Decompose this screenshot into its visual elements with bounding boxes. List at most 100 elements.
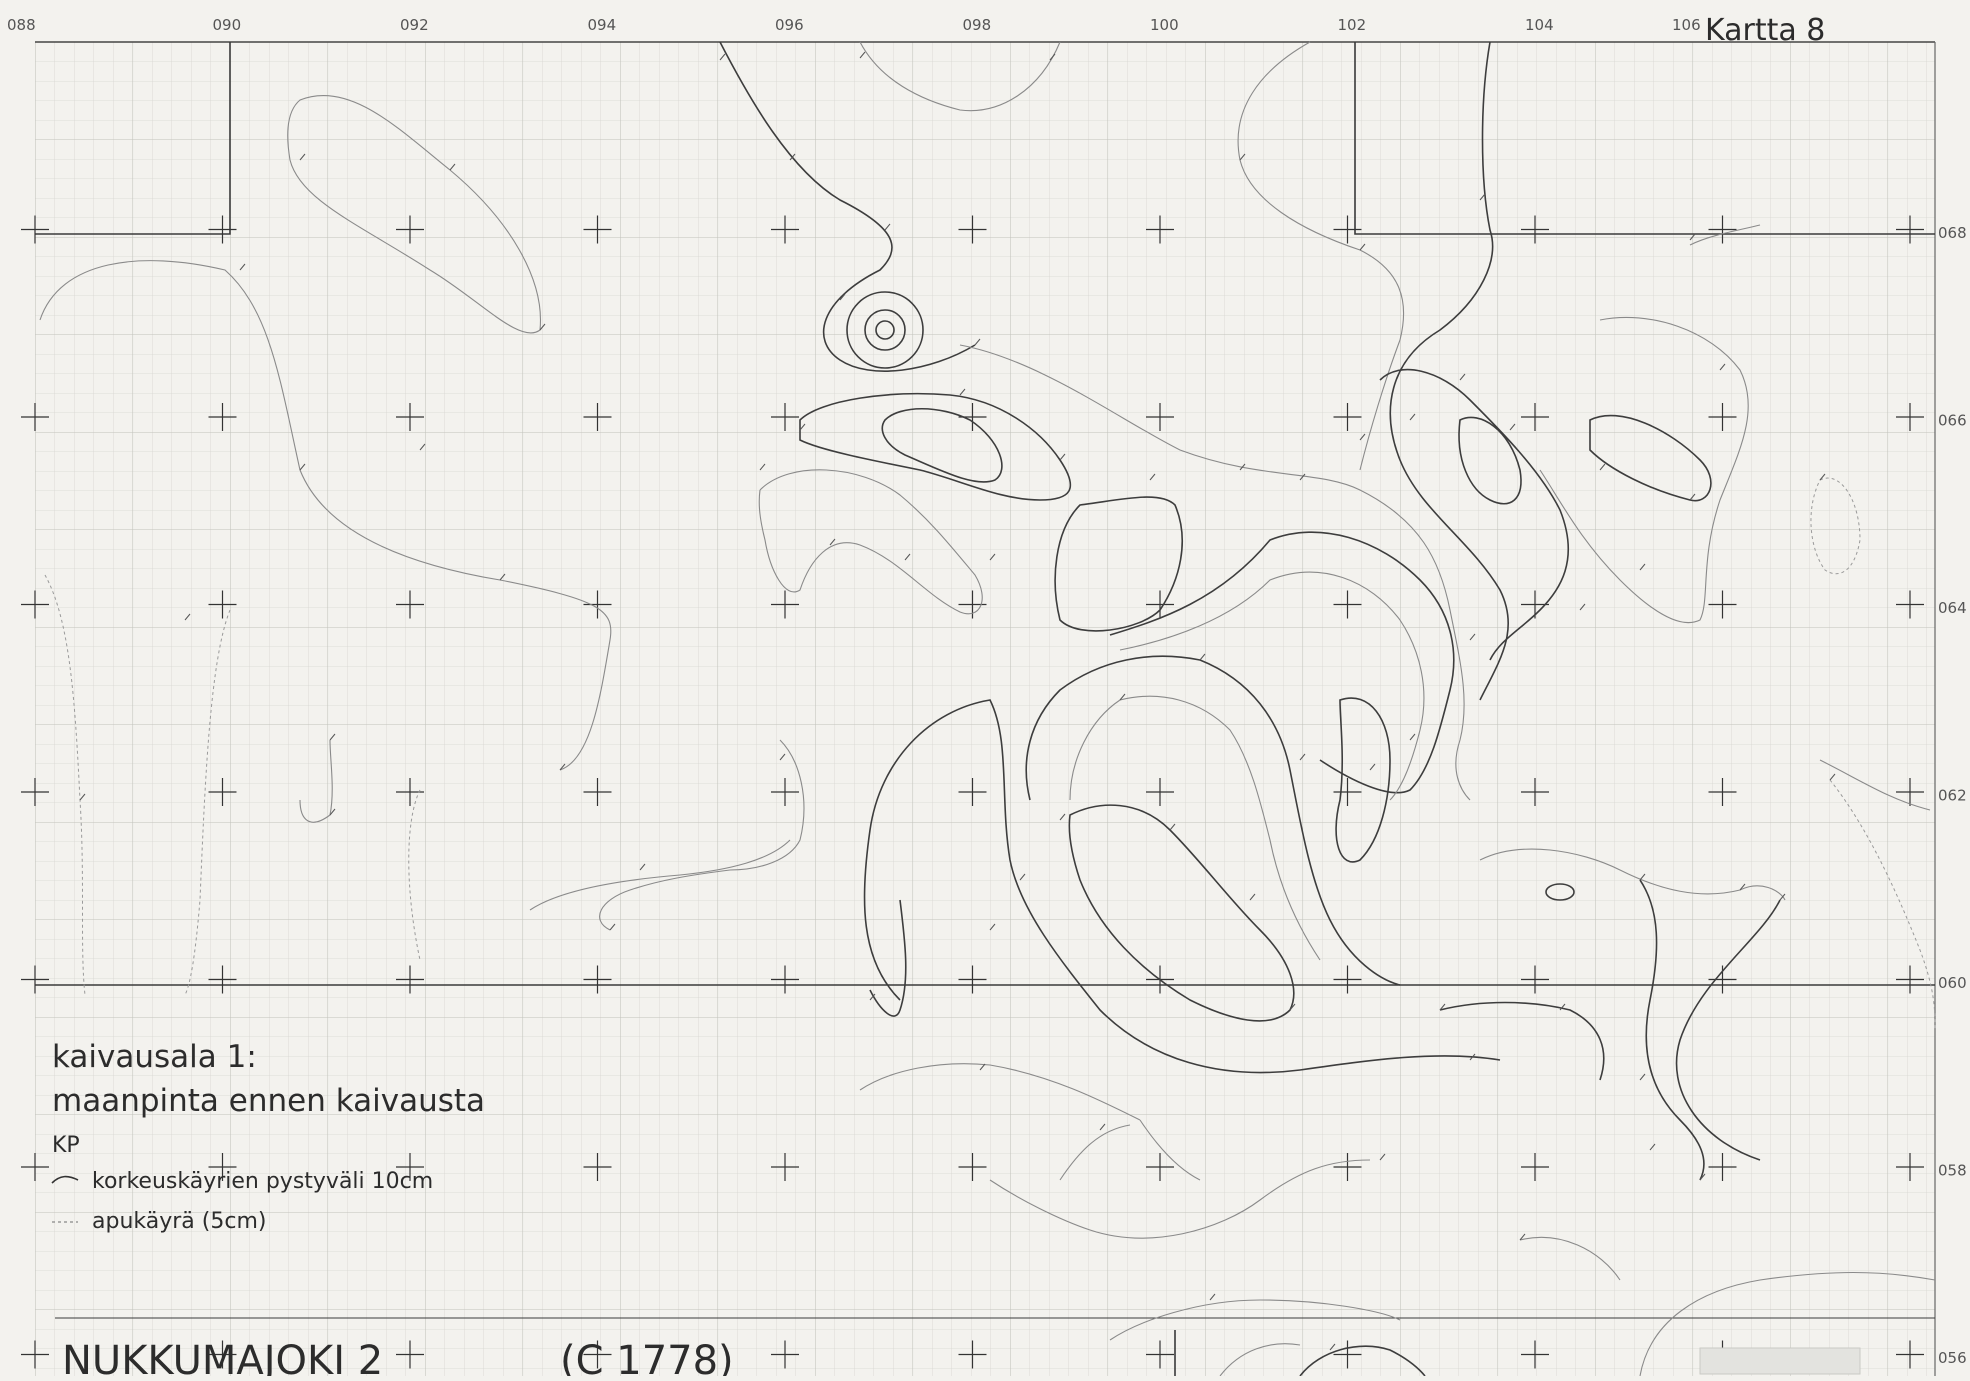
contour-tick [1099, 1123, 1106, 1131]
grid-cross [771, 403, 799, 431]
grid-cross [1146, 590, 1174, 619]
contour-tick [799, 423, 806, 431]
contour-tick [1649, 1143, 1656, 1151]
contour-tick [1639, 563, 1646, 571]
grid-cross [21, 215, 49, 244]
grid-cross [396, 215, 424, 244]
grid-cross [1521, 778, 1549, 806]
contour-tick [1289, 1003, 1296, 1011]
grid-cross [1333, 590, 1362, 619]
grid-cross [958, 1153, 987, 1181]
grid-cross [1521, 1153, 1549, 1181]
grid-cross [208, 403, 237, 431]
contour-tick [1639, 1073, 1646, 1081]
grid-cross [396, 403, 424, 431]
contour-tick [1199, 653, 1206, 661]
contour-tick [1509, 423, 1516, 431]
contour-tick [989, 553, 996, 561]
contour-tick [1169, 823, 1176, 831]
y-axis-label: 066 [1938, 412, 1967, 430]
contour-tick [1479, 193, 1486, 201]
contour-tick [1689, 233, 1696, 241]
contour-tick [1059, 453, 1066, 461]
x-axis-label: 090 [213, 16, 242, 34]
grid-cross [1333, 1153, 1362, 1181]
legend-subtitle: maanpinta ennen kaivausta [52, 1083, 485, 1119]
grid-cross [1333, 778, 1362, 806]
grid-cross [583, 403, 612, 431]
archive-stamp [1699, 1347, 1861, 1375]
contour-tick [1149, 473, 1156, 481]
contour-tick [539, 323, 546, 331]
contour-tick [239, 263, 246, 271]
contour-tick [1239, 463, 1246, 471]
y-axis-labels: 068 066 064 062 060 058 056 [1938, 224, 1967, 1367]
grid-cross [1146, 403, 1174, 431]
grid-cross [1708, 403, 1737, 431]
x-axis-label: 098 [963, 16, 992, 34]
grid-cross [1521, 1340, 1549, 1369]
grid-cross [583, 965, 612, 994]
grid-cross [396, 1340, 424, 1369]
legend-author: KP [52, 1133, 80, 1158]
contour-tick [1299, 753, 1306, 761]
contour-tick [639, 863, 646, 871]
grid-cross [771, 778, 799, 806]
grid-cross [1146, 1340, 1174, 1369]
grid-cross [771, 215, 799, 244]
legend-main-contour: korkeuskäyrien pystyväli 10cm [92, 1169, 433, 1194]
grid-cross [1708, 778, 1737, 806]
contour-tick [1699, 1173, 1706, 1181]
grid-cross [1896, 403, 1924, 431]
contour-tick [449, 163, 456, 171]
contour-tick [719, 53, 726, 61]
contour-tick [1719, 363, 1726, 371]
contour-tick [1439, 1003, 1446, 1011]
contour-tick [559, 763, 566, 771]
x-axis-label: 104 [1525, 16, 1554, 34]
x-axis-label: 102 [1338, 16, 1367, 34]
grid-cross [21, 965, 49, 994]
contour-tick [1579, 603, 1586, 611]
legend-heading: kaivausala 1: [52, 1039, 257, 1075]
y-axis-label: 058 [1938, 1162, 1967, 1180]
x-axis-label: 094 [588, 16, 617, 34]
x-axis-label: 096 [775, 16, 804, 34]
contour-tick [1639, 873, 1646, 881]
grid-cross [583, 778, 612, 806]
contour-tick [1409, 733, 1416, 741]
y-axis-label: 064 [1938, 599, 1967, 617]
excavation-unit-lines [35, 42, 1935, 1376]
grid-cross [396, 590, 424, 619]
contour-tick [1329, 1343, 1336, 1351]
contour-tick [1519, 1233, 1526, 1241]
contour-tick [779, 753, 786, 761]
contour-tick [499, 573, 506, 581]
y-axis-label: 060 [1938, 974, 1967, 992]
grid-cross [208, 1340, 237, 1369]
grid-cross [771, 1340, 799, 1369]
map-title: Kartta 8 [1705, 13, 1825, 48]
contour-tick [979, 1063, 986, 1071]
contour-tick [1829, 773, 1836, 781]
contour-tick [1409, 413, 1416, 421]
grid-cross [208, 965, 237, 994]
contour-tick [829, 538, 836, 546]
grid-cross [208, 215, 237, 244]
contour-tick [759, 463, 766, 471]
grid-cross [1521, 403, 1549, 431]
grid-cross [1333, 1340, 1362, 1369]
x-axis-label: 092 [400, 16, 429, 34]
contour-tick [1469, 633, 1476, 641]
contour-tick [1689, 493, 1696, 501]
x-axis-label: 100 [1150, 16, 1179, 34]
contour-tick [1299, 473, 1306, 481]
contour-tick [884, 223, 891, 231]
grid-cross [1896, 215, 1924, 244]
contour-tick [1119, 693, 1126, 701]
contour-tick [1469, 1053, 1476, 1061]
contour-tick [1359, 243, 1366, 251]
grid-cross [1896, 1153, 1924, 1181]
grid-cross [396, 1153, 424, 1181]
grid-cross [583, 1153, 612, 1181]
